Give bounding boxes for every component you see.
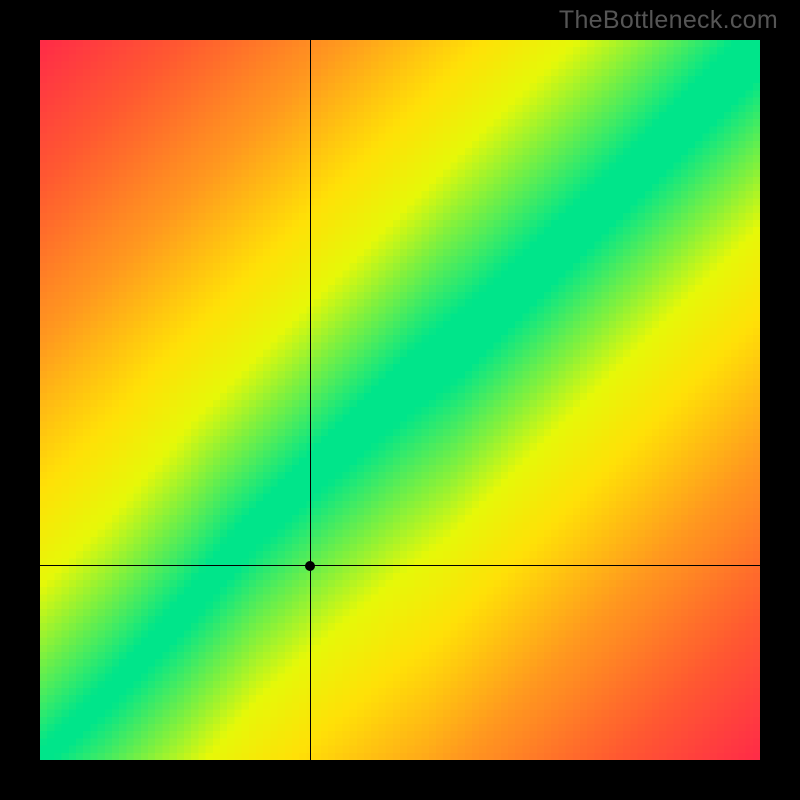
watermark-text: TheBottleneck.com (559, 6, 778, 35)
heatmap-canvas (40, 40, 760, 760)
bottleneck-heatmap (40, 40, 760, 760)
crosshair-vertical (310, 40, 311, 760)
crosshair-horizontal (40, 565, 760, 566)
crosshair-marker (305, 561, 315, 571)
